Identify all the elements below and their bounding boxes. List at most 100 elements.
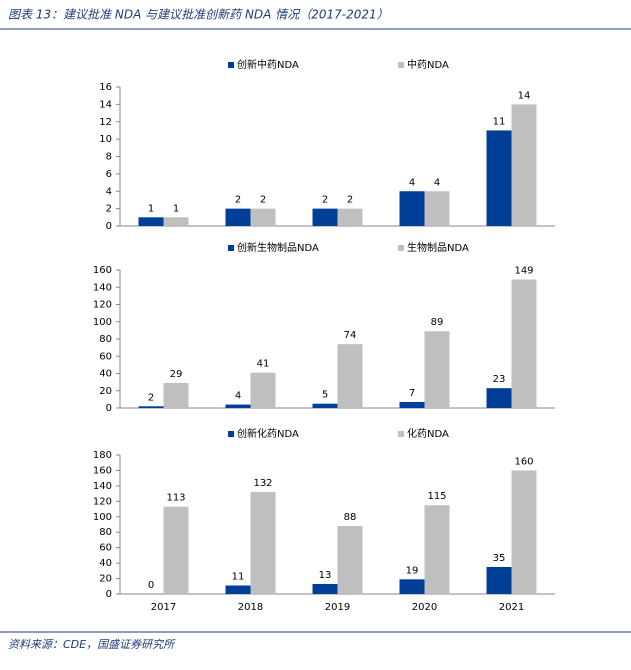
data-label: 4 <box>434 177 440 188</box>
data-label: 2 <box>260 195 266 206</box>
bar <box>337 208 363 226</box>
y-tick-label: 140 <box>93 282 112 293</box>
data-label: 29 <box>170 369 183 380</box>
data-label: 115 <box>427 491 446 502</box>
x-tick-label: 2020 <box>412 602 437 613</box>
bar <box>225 404 251 408</box>
y-tick-label: 60 <box>99 543 112 554</box>
y-tick-label: 14 <box>99 99 112 110</box>
legend-swatch <box>398 62 404 68</box>
legend-label: 生物制品NDA <box>407 241 469 254</box>
y-tick-label: 40 <box>99 558 112 569</box>
data-label: 1 <box>173 203 179 214</box>
legend-swatch <box>398 431 404 437</box>
bar <box>424 191 450 226</box>
y-tick-label: 80 <box>99 527 112 538</box>
x-tick-label: 2019 <box>325 602 350 613</box>
y-tick-label: 16 <box>99 82 112 93</box>
y-tick-label: 0 <box>106 221 112 232</box>
data-label: 7 <box>409 388 415 399</box>
y-tick-label: 160 <box>93 265 112 276</box>
data-label: 11 <box>493 116 506 127</box>
legend-label: 化药NDA <box>407 427 449 440</box>
data-label: 2 <box>235 195 241 206</box>
legend-label: 中药NDA <box>407 58 449 71</box>
data-label: 19 <box>406 565 419 576</box>
data-label: 35 <box>493 553 506 564</box>
bar <box>163 382 189 408</box>
data-label: 4 <box>235 391 241 402</box>
y-tick-label: 100 <box>93 317 112 328</box>
legend-swatch <box>398 245 404 251</box>
bar <box>424 331 450 408</box>
legend-swatch <box>228 245 234 251</box>
data-label: 113 <box>166 493 185 504</box>
page-title: 图表 13：建议批准 NDA 与建议批准创新药 NDA 情况（2017-2021… <box>8 8 389 22</box>
source: 资料来源：CDE，国盛证券研究所 <box>8 638 176 651</box>
data-label: 2 <box>322 195 328 206</box>
y-tick-label: 2 <box>106 204 112 215</box>
y-tick-label: 80 <box>99 334 112 345</box>
y-tick-label: 4 <box>106 186 112 197</box>
data-label: 4 <box>409 177 415 188</box>
bar <box>138 406 164 408</box>
legend-label: 创新生物制品NDA <box>237 241 319 254</box>
x-tick-label: 2017 <box>151 602 176 613</box>
y-tick-label: 140 <box>93 481 112 492</box>
data-label: 132 <box>253 478 272 489</box>
data-label: 2 <box>148 392 154 403</box>
data-label: 160 <box>514 456 533 467</box>
data-label: 14 <box>518 90 531 101</box>
y-tick-label: 100 <box>93 512 112 523</box>
data-label: 89 <box>431 317 444 328</box>
bar <box>511 104 537 226</box>
bar <box>250 492 276 594</box>
bar <box>424 505 450 594</box>
x-tick-label: 2018 <box>238 602 263 613</box>
bar <box>312 208 338 226</box>
y-tick-label: 10 <box>99 134 112 145</box>
legend-label: 创新中药NDA <box>237 58 299 71</box>
bar <box>486 566 512 594</box>
y-tick-label: 8 <box>106 152 112 163</box>
bar <box>225 585 251 594</box>
legend-swatch <box>228 62 234 68</box>
bar <box>312 403 338 408</box>
bar <box>312 583 338 594</box>
bar <box>511 470 537 594</box>
bar <box>486 130 512 226</box>
bar <box>337 344 363 408</box>
bar <box>250 372 276 408</box>
y-tick-label: 12 <box>99 117 112 128</box>
y-tick-label: 6 <box>106 169 112 180</box>
y-tick-label: 60 <box>99 351 112 362</box>
bar <box>486 388 512 408</box>
bar <box>163 506 189 594</box>
y-tick-label: 40 <box>99 369 112 380</box>
data-label: 5 <box>322 390 328 401</box>
legend-label: 创新化药NDA <box>237 427 299 440</box>
data-label: 41 <box>257 359 270 370</box>
y-tick-label: 20 <box>99 386 112 397</box>
bar <box>225 208 251 226</box>
legend-swatch <box>228 431 234 437</box>
bar <box>163 217 189 226</box>
y-tick-label: 160 <box>93 465 112 476</box>
bar <box>399 579 425 594</box>
y-tick-label: 120 <box>93 300 112 311</box>
y-tick-label: 120 <box>93 496 112 507</box>
x-tick-label: 2021 <box>499 602 524 613</box>
bar <box>250 208 276 226</box>
bar <box>511 279 537 408</box>
data-label: 1 <box>148 203 154 214</box>
y-tick-label: 0 <box>106 403 112 414</box>
bar <box>399 191 425 226</box>
data-label: 0 <box>148 580 154 591</box>
data-label: 74 <box>344 330 357 341</box>
bar <box>138 217 164 226</box>
data-label: 149 <box>514 265 533 276</box>
data-label: 11 <box>232 572 245 583</box>
y-tick-label: 0 <box>106 589 112 600</box>
y-tick-label: 20 <box>99 574 112 585</box>
